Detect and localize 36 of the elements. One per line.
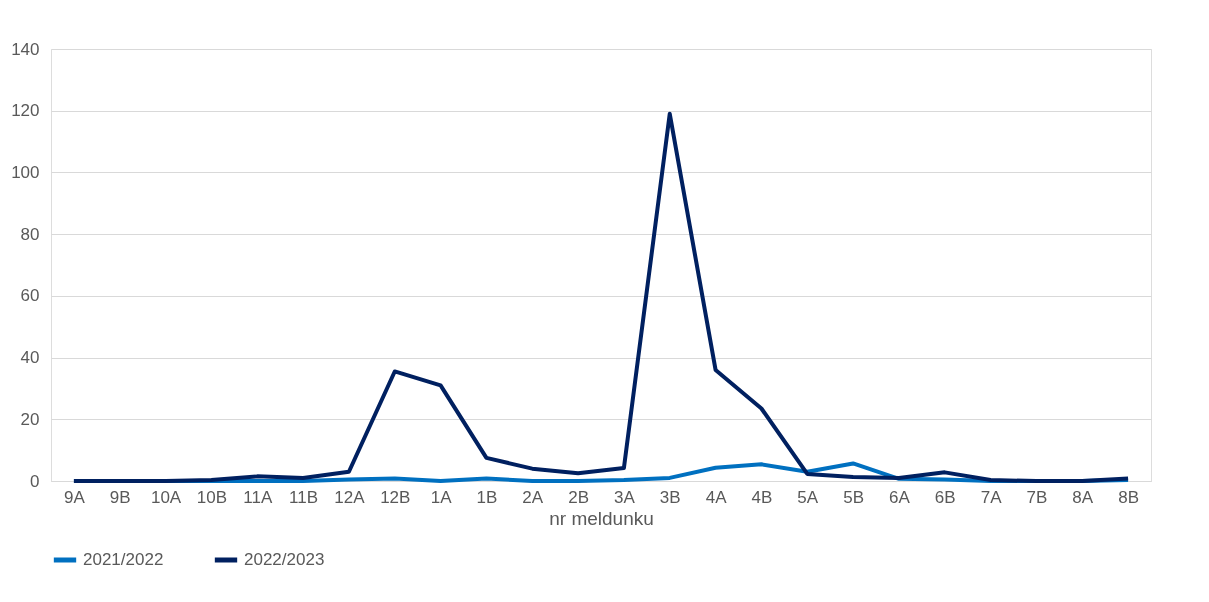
x-tick-label: 6B [934, 487, 956, 507]
y-tick-label: 100 [11, 162, 40, 182]
x-tick-label: 10A [150, 487, 182, 507]
x-tick-label: 8B [1118, 487, 1139, 507]
x-axis-title: nr meldunku [549, 507, 654, 529]
y-tick-label: 80 [20, 224, 40, 244]
x-tick-label: 2B [568, 487, 589, 507]
y-tick-label: 120 [11, 101, 40, 121]
y-tick-label: 20 [20, 409, 40, 429]
x-tick-label: 2A [522, 487, 544, 507]
x-tick-label: 3A [614, 487, 636, 507]
legend-label: 2022/2023 [244, 550, 325, 569]
x-tick-label: 10B [196, 487, 228, 507]
x-tick-label: 1B [476, 487, 498, 507]
y-tick-label: 140 [11, 39, 40, 59]
x-tick-label: 3B [659, 487, 681, 507]
x-tick-label: 7B [1026, 487, 1048, 507]
legend-label: 2021/2022 [83, 550, 164, 569]
x-tick-label: 4A [705, 487, 728, 507]
x-tick-label: 9A [64, 487, 86, 507]
x-tick-label: 12B [380, 487, 411, 507]
x-tick-label: 11A [243, 487, 273, 507]
x-tick-label: 8A [1072, 487, 1094, 507]
x-tick-label: 9B [109, 487, 131, 507]
x-tick-label: 12A [334, 487, 366, 507]
x-tick-label: 7A [980, 487, 1003, 507]
x-tick-label: 6A [889, 487, 911, 507]
y-tick-label: 0 [30, 471, 40, 491]
x-tick-label: 4B [751, 487, 773, 507]
x-tick-label: 5B [843, 487, 864, 507]
line-series [71, 111, 1131, 483]
x-tick-label: 1A [430, 487, 453, 507]
x-tick-label: 11B [289, 487, 319, 507]
y-tick-label: 40 [20, 348, 40, 368]
x-tick-label: 5A [797, 487, 819, 507]
y-tick-label: 60 [20, 286, 40, 306]
